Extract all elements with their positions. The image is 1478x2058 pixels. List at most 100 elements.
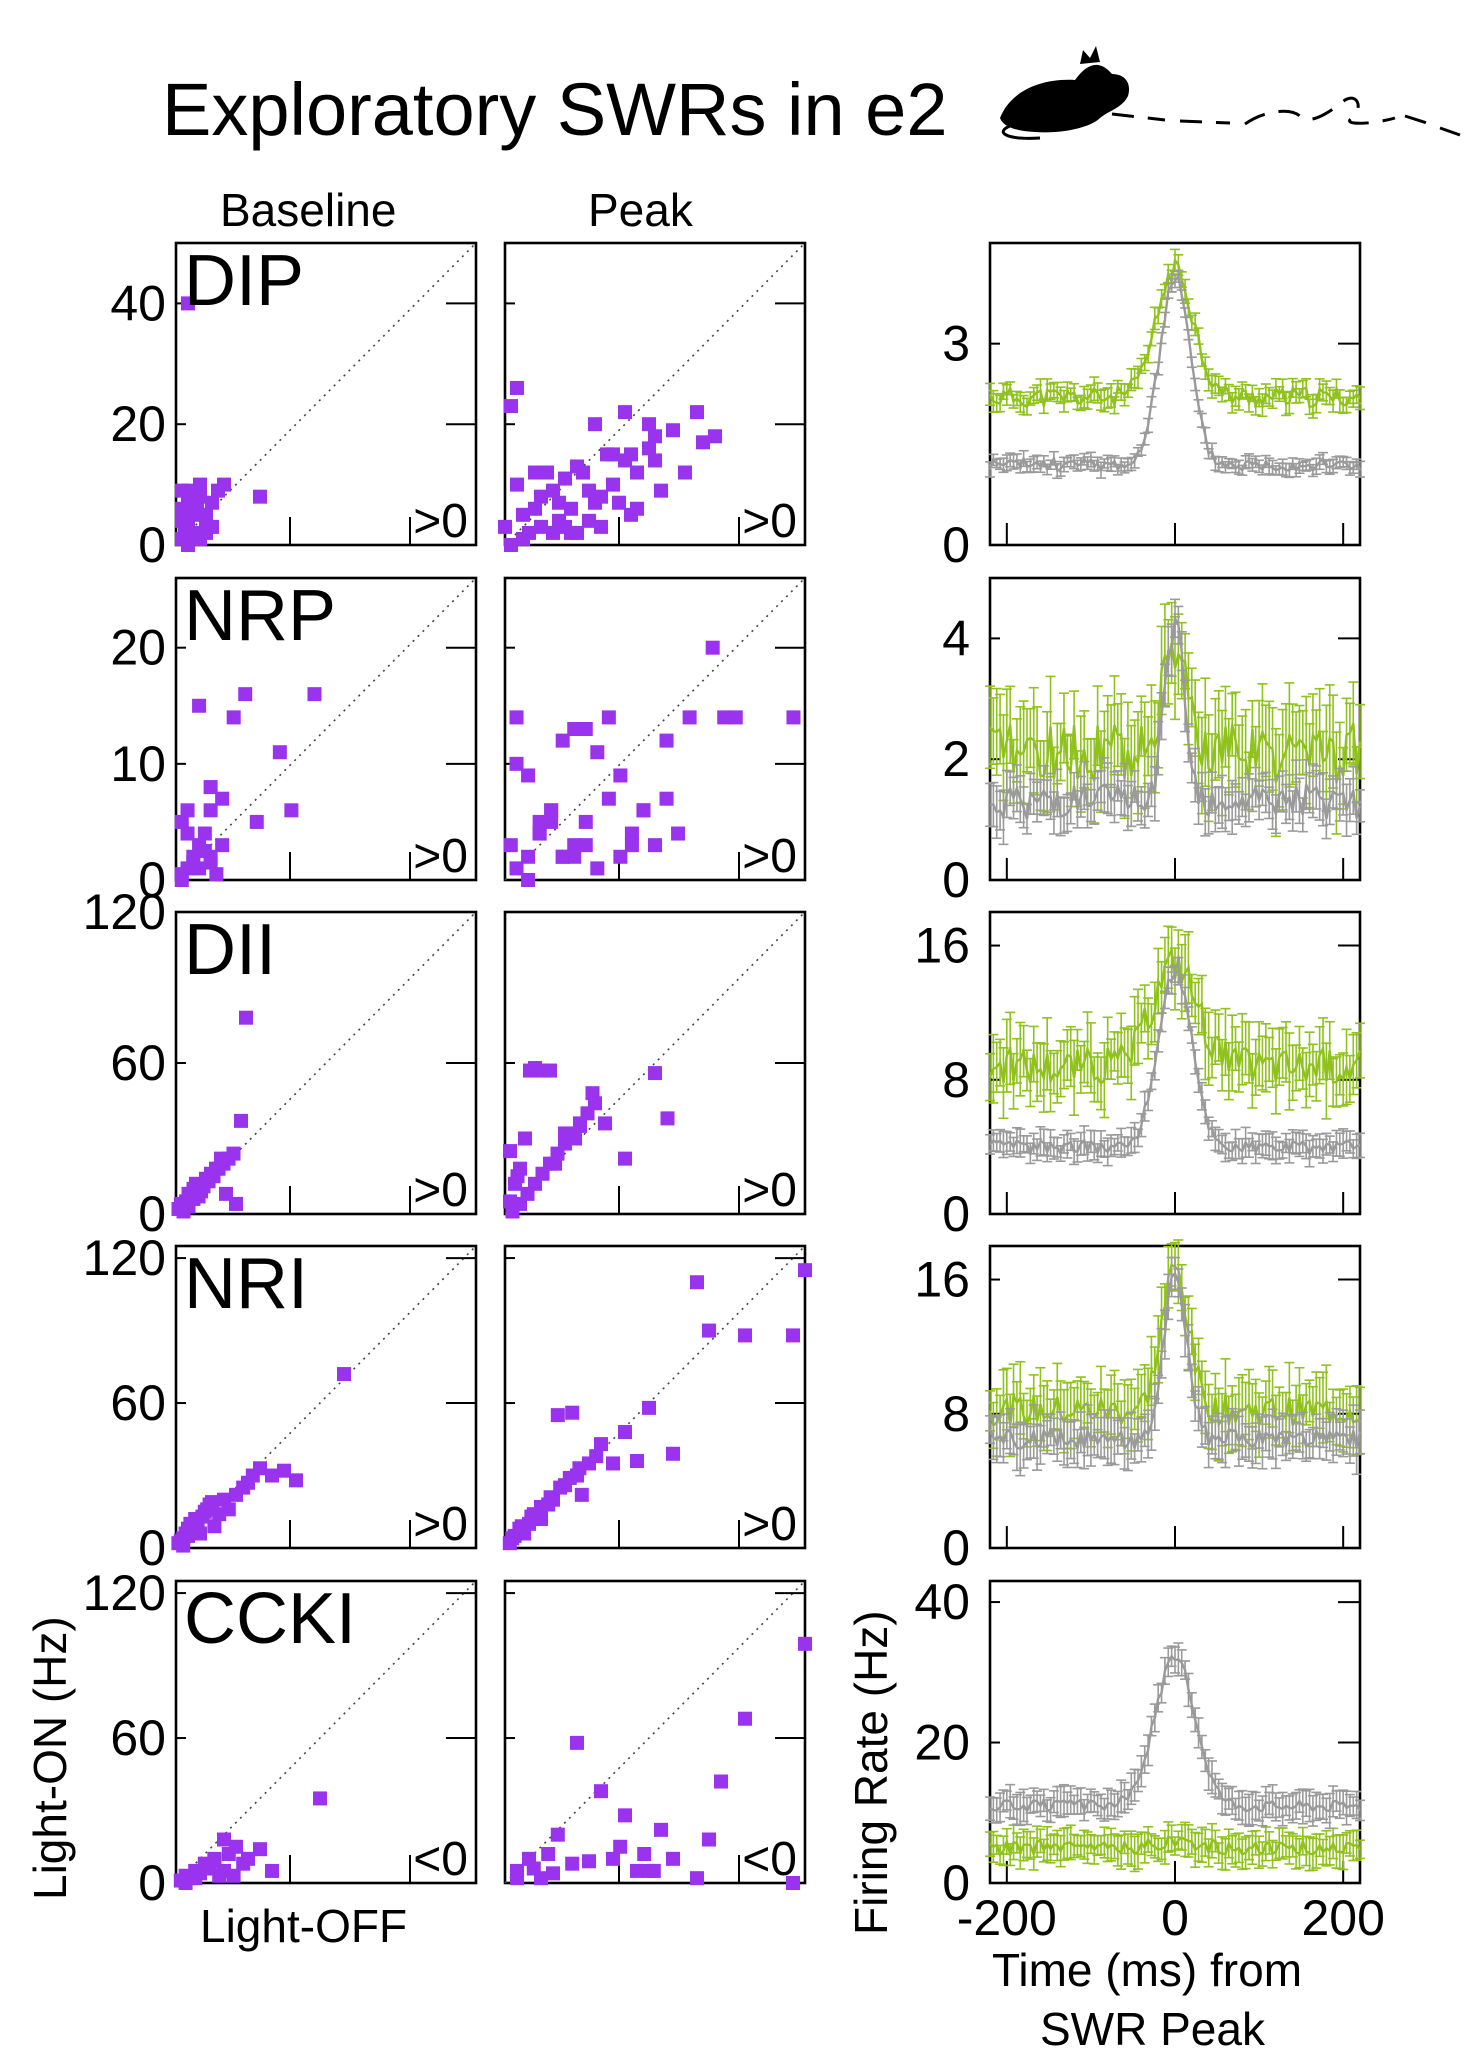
data-point (498, 519, 512, 534)
column-header-peak: Peak (588, 184, 694, 236)
data-point (671, 826, 686, 841)
unity-line (175, 577, 477, 881)
row-nri: >0 >0 NRI 120 60 0 16 8 0 (83, 1230, 1365, 1576)
significance-label: >0 (413, 1498, 468, 1551)
data-point (289, 1473, 303, 1488)
y-tick-label: 0 (138, 1186, 166, 1242)
data-point (624, 826, 639, 841)
significance-label: >0 (742, 495, 797, 548)
scatter-peak-nrp: >0 (503, 576, 807, 887)
data-point (601, 710, 616, 725)
data-point (186, 855, 201, 870)
psth-light-off-trace (988, 273, 1361, 473)
figure-title: Exploratory SWRs in e2 (162, 68, 948, 151)
data-point (558, 471, 572, 486)
data-point (618, 1151, 632, 1166)
data-point (572, 1461, 587, 1476)
psth-x-axis-label-line1: Time (ms) from (992, 1944, 1302, 1996)
data-point (613, 1839, 628, 1854)
y-tick-label: 8 (942, 1052, 970, 1108)
data-point (181, 296, 195, 311)
psth-dii (985, 910, 1365, 1216)
data-point (203, 780, 218, 795)
psth-dip (985, 241, 1365, 547)
data-point (642, 417, 656, 432)
data-point (509, 710, 524, 725)
data-point (226, 710, 241, 725)
data-point (574, 1487, 589, 1502)
scatter-frame (503, 576, 807, 882)
cell-class-label: DII (184, 910, 276, 990)
data-point (509, 861, 524, 876)
significance-label: >0 (742, 1164, 797, 1217)
data-point (728, 710, 743, 725)
data-point (612, 495, 626, 510)
psth-x-axis-label-line2: SWR Peak (1040, 2003, 1266, 2055)
data-point (503, 1144, 517, 1159)
data-point (504, 538, 518, 552)
y-tick-label: 0 (138, 1855, 166, 1911)
y-tick-label: 20 (914, 1715, 970, 1771)
data-point (555, 849, 570, 864)
y-tick-label: 120 (83, 884, 166, 940)
data-point (618, 405, 632, 420)
data-point (508, 1176, 522, 1191)
data-point (253, 1461, 267, 1476)
psth-light-on-trace (989, 1835, 1361, 1860)
data-point (717, 710, 732, 725)
x-tick-label: -200 (957, 1890, 1057, 1946)
data-point (646, 1863, 661, 1878)
scatter-frame (503, 1244, 807, 1550)
x-tick-label: 200 (1301, 1890, 1384, 1946)
row-dip: >0 >0 DIP 40 20 0 3 0 (110, 241, 1365, 573)
data-point (624, 447, 638, 462)
data-point (238, 687, 253, 702)
significance-label: >0 (413, 495, 468, 548)
data-point (226, 1868, 241, 1883)
data-point (598, 1116, 612, 1131)
data-point (705, 640, 720, 655)
psth-nrp (985, 576, 1365, 882)
data-point (630, 1863, 644, 1878)
data-point (567, 722, 582, 736)
data-point (229, 1196, 243, 1211)
unity-line (175, 242, 477, 546)
psth-light-on-trace (989, 642, 1362, 784)
data-point (600, 447, 614, 462)
scatter-baseline-nrp: >0 (174, 576, 478, 887)
data-point (180, 826, 195, 841)
data-point (690, 1871, 704, 1886)
data-point (174, 873, 189, 887)
scatter-y-axis-label: Light-ON (Hz) (24, 1616, 76, 1900)
y-tick-label: 40 (914, 1574, 970, 1630)
data-point (786, 1876, 800, 1890)
data-point (532, 814, 547, 829)
data-point (738, 1711, 752, 1726)
data-point (555, 733, 570, 748)
data-point (528, 501, 542, 516)
data-point (546, 1866, 560, 1881)
data-point (582, 483, 596, 498)
data-point (313, 1791, 327, 1806)
scatter-frame (174, 241, 478, 547)
y-tick-label: 0 (942, 1520, 970, 1576)
psth-ccki (985, 1579, 1365, 1885)
data-point (648, 838, 662, 853)
cell-class-label: NRI (184, 1244, 308, 1324)
data-point (666, 1851, 680, 1866)
data-point (503, 838, 518, 853)
scatter-baseline-ccki: <0 (173, 1579, 478, 1890)
psth-light-off-trace (988, 1271, 1362, 1453)
data-point (589, 1449, 604, 1464)
data-point (203, 803, 218, 818)
column-header-baseline: Baseline (220, 184, 396, 236)
data-point (253, 489, 267, 504)
data-point (659, 733, 674, 748)
scatter-peak-ccki: <0 (503, 1579, 812, 1890)
data-point (534, 519, 548, 534)
data-point (550, 1408, 565, 1423)
x-tick-label: 0 (1161, 1890, 1189, 1946)
scatter-peak-nri: >0 (502, 1244, 812, 1551)
data-point (570, 1735, 584, 1750)
data-point (543, 1063, 557, 1078)
